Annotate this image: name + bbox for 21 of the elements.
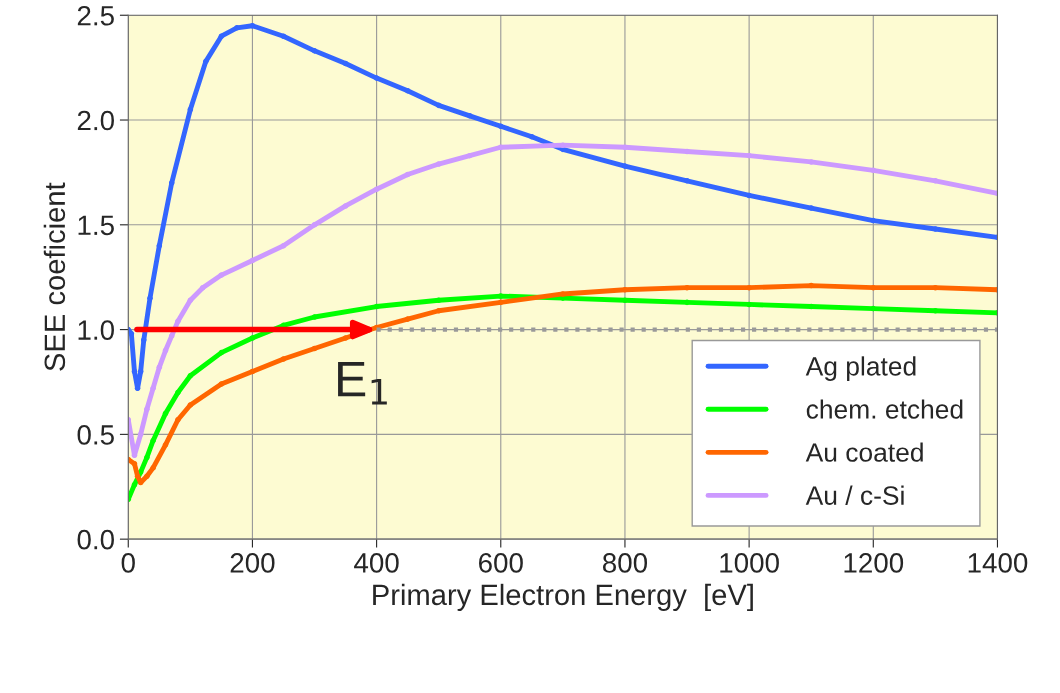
x-tick-label: 200 <box>230 553 275 573</box>
y-axis-title: SEE coeficient <box>43 182 66 371</box>
x-tick-label: 400 <box>354 553 399 573</box>
x-tick-label: 600 <box>479 553 523 573</box>
x-tick-label: 800 <box>602 553 648 573</box>
y-tick-label: 1.0 <box>78 320 114 340</box>
y-tick-label: 1.5 <box>78 215 114 236</box>
x-tick-label: 1000 <box>720 553 779 573</box>
y-tick-label: 0.0 <box>77 529 114 550</box>
y-tick-label: 2.5 <box>77 5 114 26</box>
x-tick-label: 1400 <box>968 553 1028 573</box>
x-tick-label: 0 <box>121 553 135 573</box>
x-tick-label: 1200 <box>844 553 904 573</box>
legend-label: Au / c-Si <box>805 485 904 505</box>
annotation: E$_{1}$ <box>338 361 387 405</box>
legend-label: Ag plated <box>805 356 916 381</box>
y-tick-label: 2.0 <box>77 110 114 131</box>
legend-label: chem. etched <box>806 399 963 419</box>
y-tick-label: 0.5 <box>77 425 114 445</box>
x-axis-title: Primary Electron Energy [eV] <box>373 583 753 611</box>
legend-label: Au coated <box>805 442 923 462</box>
